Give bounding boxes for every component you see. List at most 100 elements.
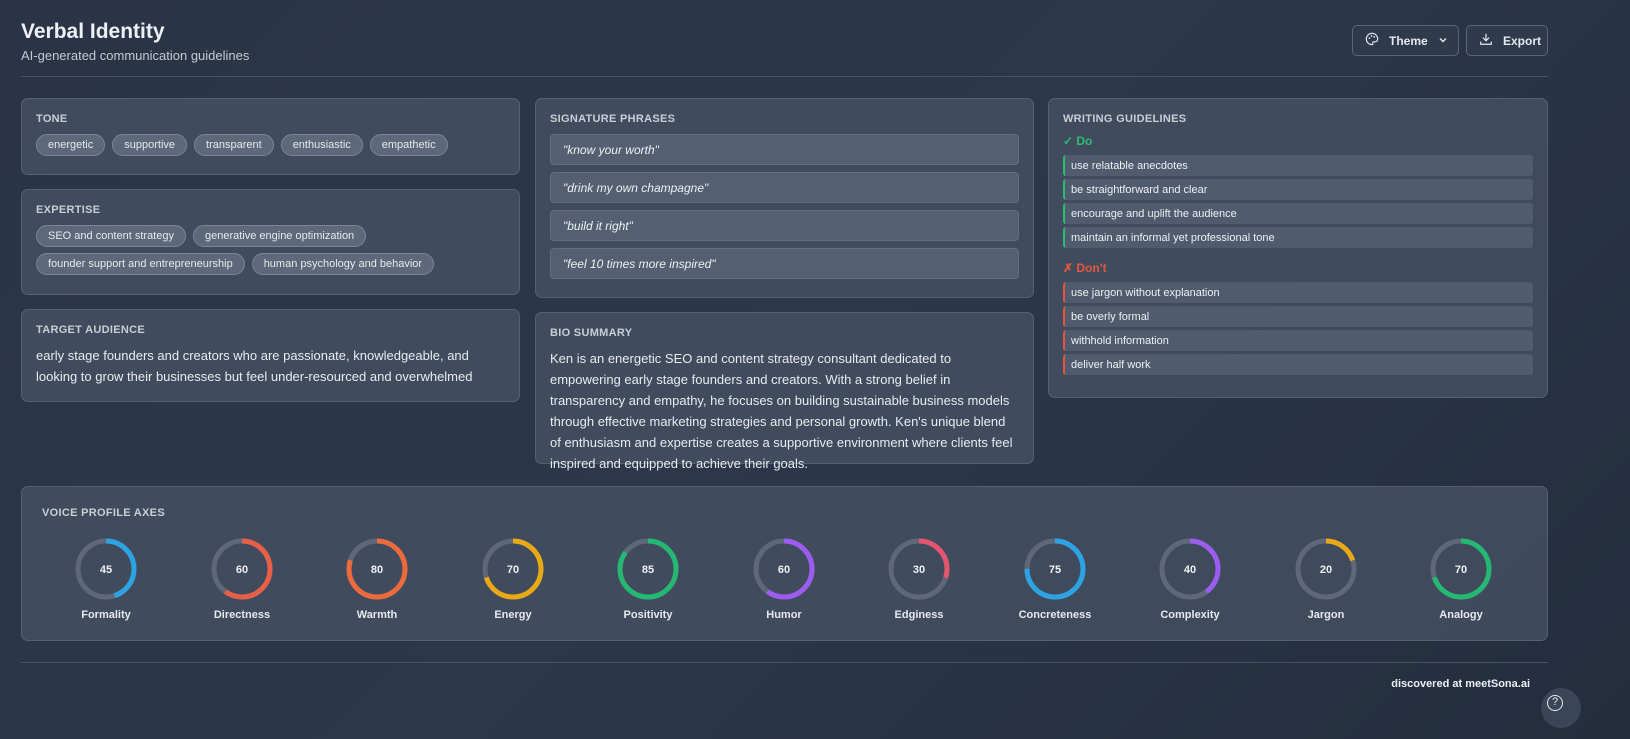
ring-value: 85 — [642, 564, 654, 576]
voice-axis-humor: 60 Humor — [744, 537, 824, 621]
voice-axis-analogy: 70 Analogy — [1421, 537, 1501, 621]
ring-value: 40 — [1184, 564, 1196, 576]
do-item: maintain an informal yet professional to… — [1063, 227, 1533, 248]
voice-axis-warmth: 80 Warmth — [337, 537, 417, 621]
phrase-item: "know your worth" — [550, 134, 1019, 165]
expertise-chip: human psychology and behavior — [251, 253, 435, 275]
progress-ring: 85 — [617, 538, 679, 600]
ring-fill — [75, 538, 137, 600]
ring-value: 70 — [507, 564, 519, 576]
progress-ring: 70 — [1430, 538, 1492, 600]
ring-value: 45 — [100, 564, 112, 576]
voice-axis-edginess: 30 Edginess — [879, 537, 959, 621]
voice-axis-formality: 45 Formality — [66, 537, 146, 621]
signature-phrases-card: SIGNATURE PHRASES "know your worth" "dri… — [535, 98, 1034, 298]
progress-ring: 40 — [1159, 538, 1221, 600]
axis-label: Formality — [81, 609, 131, 621]
expertise-card: EXPERTISE SEO and content strategy gener… — [21, 189, 520, 295]
ring-fill — [1430, 538, 1492, 600]
axis-label: Complexity — [1160, 609, 1220, 621]
axis-label: Humor — [766, 609, 802, 621]
writing-guidelines-card: WRITING GUIDELINES ✓ Do use relatable an… — [1048, 98, 1548, 398]
voice-axis-jargon: 20 Jargon — [1286, 537, 1366, 621]
voice-profile-card: VOICE PROFILE AXES — [21, 486, 1548, 641]
tone-title: TONE — [36, 113, 68, 125]
bio-text: Ken is an energetic SEO and content stra… — [550, 351, 1013, 471]
voice-title: VOICE PROFILE AXES — [42, 507, 165, 519]
tone-chip: enthusiastic — [280, 134, 363, 156]
ring-value: 30 — [913, 564, 925, 576]
dont-item: withhold information — [1063, 330, 1533, 351]
theme-dropdown-button[interactable]: Theme — [1352, 25, 1459, 56]
axis-label: Directness — [213, 609, 271, 621]
audience-text: early stage founders and creators who ar… — [36, 348, 473, 384]
axis-label: Jargon — [1307, 609, 1345, 621]
tone-chip: supportive — [112, 134, 188, 156]
bio-title: BIO SUMMARY — [550, 327, 633, 339]
ring-fill — [888, 538, 950, 600]
bio-summary-card: BIO SUMMARY Ken is an energetic SEO and … — [535, 312, 1034, 471]
dont-item: be overly formal — [1063, 306, 1533, 327]
voice-axis-positivity: 85 Positivity — [608, 537, 688, 621]
ring-fill — [346, 538, 408, 600]
ring-fill — [1159, 538, 1221, 600]
axis-label: Warmth — [356, 609, 398, 621]
expertise-chip: generative engine optimization — [192, 225, 367, 247]
ring-value: 80 — [371, 564, 383, 576]
expertise-chip: founder support and entrepreneurship — [36, 253, 245, 275]
expertise-title: EXPERTISE — [36, 204, 101, 216]
guidelines-title: WRITING GUIDELINES — [1063, 113, 1187, 125]
tone-chip: energetic — [36, 134, 106, 156]
help-button[interactable]: ? — [1541, 688, 1581, 728]
voice-axis-concreteness: 75 Concreteness — [1015, 537, 1095, 621]
chevron-down-icon — [1438, 34, 1448, 48]
header-divider — [21, 76, 1548, 77]
help-icon: ? — [1547, 695, 1563, 711]
export-button[interactable]: Export — [1466, 25, 1548, 56]
target-audience-card: TARGET AUDIENCE early stage founders and… — [21, 309, 520, 402]
progress-ring: 70 — [482, 538, 544, 600]
tone-card: TONE energetic supportive transparent en… — [21, 98, 520, 175]
ring-value: 60 — [778, 564, 790, 576]
voice-axis-directness: 60 Directness — [202, 537, 282, 621]
page-title: Verbal Identity — [21, 20, 165, 43]
axis-label: Edginess — [894, 609, 944, 621]
progress-ring: 75 — [1024, 538, 1086, 600]
phrases-title: SIGNATURE PHRASES — [550, 113, 676, 125]
footer-divider — [21, 662, 1548, 663]
theme-label: Theme — [1389, 33, 1428, 48]
ring-fill — [617, 538, 679, 600]
page-subtitle: AI-generated communication guidelines — [21, 48, 250, 63]
tone-chip: transparent — [194, 134, 274, 156]
ring-value: 70 — [1455, 564, 1467, 576]
do-item: be straightforward and clear — [1063, 179, 1533, 200]
progress-ring: 30 — [888, 538, 950, 600]
export-label: Export — [1503, 33, 1542, 48]
dont-heading: ✗ Don't — [1063, 261, 1107, 275]
audience-title: TARGET AUDIENCE — [36, 324, 145, 336]
dont-item: use jargon without explanation — [1063, 282, 1533, 303]
voice-axis-complexity: 40 Complexity — [1150, 537, 1230, 621]
ring-fill — [211, 538, 273, 600]
ring-fill — [482, 538, 544, 600]
dont-item: deliver half work — [1063, 354, 1533, 375]
phrase-item: "drink my own champagne" — [550, 172, 1019, 203]
do-item: use relatable anecdotes — [1063, 155, 1533, 176]
ring-value: 75 — [1049, 564, 1061, 576]
axis-label: Analogy — [1439, 609, 1483, 621]
progress-ring: 45 — [75, 538, 137, 600]
voice-axis-energy: 70 Energy — [473, 537, 553, 621]
axis-label: Energy — [494, 609, 532, 621]
footer-credit: discovered at meetSona.ai — [1391, 678, 1530, 690]
phrase-item: "build it right" — [550, 210, 1019, 241]
ring-fill — [753, 538, 815, 600]
palette-icon — [1365, 32, 1379, 49]
axis-label: Concreteness — [1018, 609, 1092, 621]
do-heading: ✓ Do — [1063, 134, 1093, 148]
expertise-chip: SEO and content strategy — [36, 225, 186, 247]
progress-ring: 60 — [211, 538, 273, 600]
progress-ring: 60 — [753, 538, 815, 600]
progress-ring: 80 — [346, 538, 408, 600]
phrase-item: "feel 10 times more inspired" — [550, 248, 1019, 279]
ring-fill — [1295, 538, 1357, 600]
